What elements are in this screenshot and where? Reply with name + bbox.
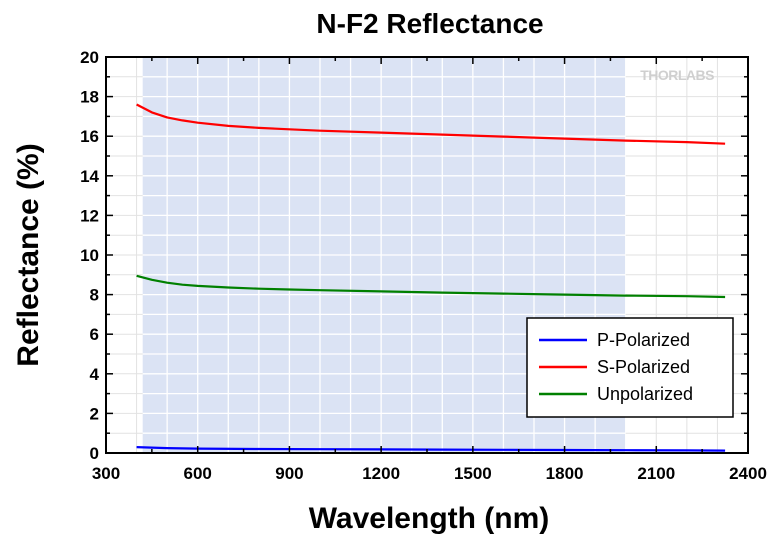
series-line-p-polarized <box>136 446 726 452</box>
x-axis-label: Wavelength (nm) <box>309 502 550 535</box>
y-tick-label: 12 <box>80 206 99 225</box>
y-tick-label: 0 <box>90 444 99 463</box>
x-tick-label: 900 <box>275 464 303 483</box>
legend-label-p-polarized: P-Polarized <box>597 330 690 350</box>
y-tick-label: 10 <box>80 246 99 265</box>
y-tick-label: 6 <box>90 325 99 344</box>
x-tick-label: 300 <box>92 464 120 483</box>
x-tick-label: 2100 <box>637 464 675 483</box>
x-tick-label: 2400 <box>729 464 767 483</box>
y-tick-label: 14 <box>80 167 99 186</box>
y-axis-label: Reflectance (%) <box>12 143 45 366</box>
legend: P-Polarized S-Polarized Unpolarized <box>526 317 734 418</box>
x-tick-label: 600 <box>184 464 212 483</box>
watermark-text: THORLABS <box>640 67 714 83</box>
series-layer <box>136 103 726 452</box>
x-tick-label: 1800 <box>546 464 584 483</box>
x-tick-label: 1200 <box>362 464 400 483</box>
x-axis-ticks: 300 600 900 1200 1500 1800 2100 2400 <box>92 57 767 483</box>
y-tick-label: 16 <box>80 127 99 146</box>
series-line-unpolarized <box>136 274 726 299</box>
y-tick-label: 18 <box>80 88 99 107</box>
y-axis-ticks: 0 2 4 6 8 10 12 14 16 18 20 <box>80 48 748 463</box>
x-tick-label: 1500 <box>454 464 492 483</box>
chart-title: N-F2 Reflectance <box>316 8 543 39</box>
y-tick-label: 2 <box>90 404 99 423</box>
series-line-s-polarized <box>136 103 726 145</box>
y-tick-label: 8 <box>90 286 99 305</box>
y-tick-label: 20 <box>80 48 99 67</box>
legend-label-s-polarized: S-Polarized <box>597 357 690 377</box>
legend-label-unpolarized: Unpolarized <box>597 384 693 404</box>
y-tick-label: 4 <box>90 365 100 384</box>
